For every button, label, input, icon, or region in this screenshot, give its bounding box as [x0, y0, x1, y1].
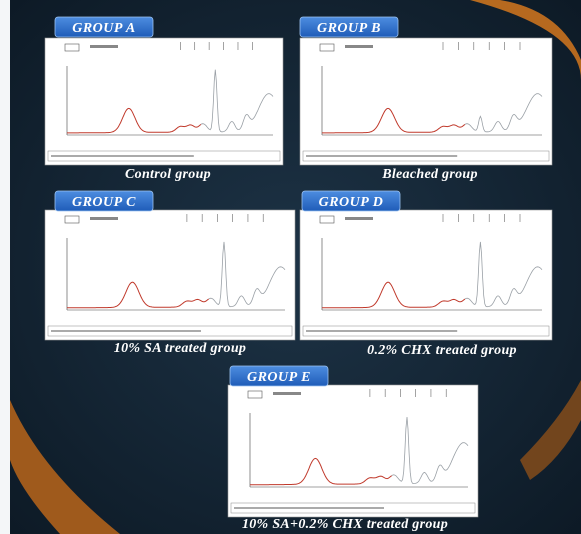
footer-text [234, 507, 384, 509]
footer-text [51, 155, 194, 157]
group-label: GROUP A [72, 21, 136, 36]
panel: GROUP E 10% SA+0.2% CHX treated group [228, 366, 478, 532]
panel: GROUP C 10% SA treated group [45, 191, 295, 356]
header-info [345, 45, 373, 48]
group-caption: 10% SA treated group [114, 341, 246, 356]
spectrum-image [45, 210, 295, 340]
group-label: GROUP E [247, 370, 311, 385]
group-caption: Control group [125, 167, 211, 182]
footer-text [306, 155, 457, 157]
group-caption: 0.2% CHX treated group [367, 343, 517, 358]
spectrum-image [45, 38, 283, 165]
spectrum-image [300, 210, 552, 340]
header-info [90, 45, 118, 48]
figure: GROUP A Control group GROUP B Bleached grou… [0, 0, 581, 534]
footer-text [51, 330, 201, 332]
panel: GROUP D 0.2% CHX treated group [300, 191, 552, 358]
group-label: GROUP D [319, 195, 384, 210]
header-info [90, 217, 118, 220]
panel: GROUP A Control group [45, 17, 283, 182]
header-info [345, 217, 373, 220]
footer-text [306, 330, 457, 332]
group-label: GROUP B [317, 21, 381, 36]
spectrum-image [300, 38, 552, 165]
header-info [273, 392, 301, 395]
group-caption: Bleached group [381, 167, 478, 182]
group-caption: 10% SA+0.2% CHX treated group [242, 517, 448, 532]
group-label: GROUP C [72, 195, 136, 210]
panel: GROUP B Bleached group [300, 17, 552, 182]
spectrum-image [228, 385, 478, 517]
